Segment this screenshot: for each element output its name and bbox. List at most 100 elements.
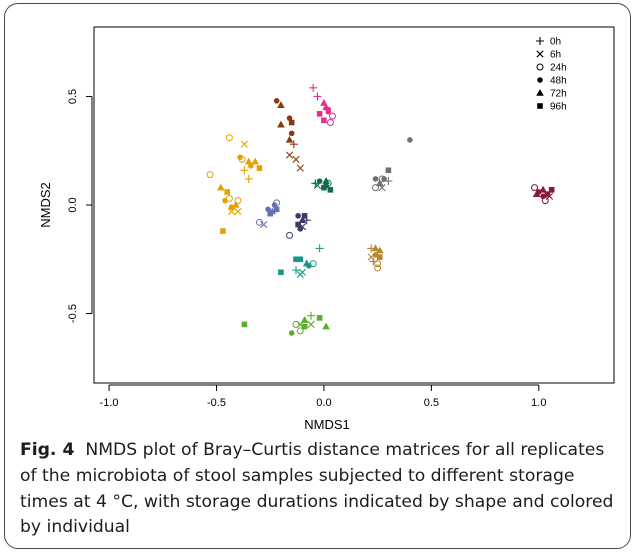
data-point [244, 157, 253, 165]
data-point [548, 187, 555, 193]
data-point [372, 252, 379, 258]
data-point [375, 246, 384, 254]
legend-label: 96h [550, 102, 567, 113]
data-point [313, 181, 322, 190]
data-point [240, 166, 249, 175]
data-point [372, 176, 379, 182]
y-tick-label: 0.0 [67, 197, 79, 212]
data-point [291, 266, 300, 275]
data-point [323, 182, 329, 189]
x-tick-label: 0.0 [316, 397, 331, 409]
data-point [321, 184, 327, 191]
data-point [241, 321, 248, 328]
data-point [237, 154, 243, 161]
data-point [251, 157, 259, 165]
data-point [307, 320, 315, 328]
data-point [285, 151, 294, 159]
x-axis: -1.0 -0.5 0.0 0.5 1.0 [100, 384, 546, 409]
x-axis-title: NMDS1 [304, 417, 350, 432]
data-point [381, 176, 387, 182]
data-point [322, 103, 330, 111]
y-axis-title: NMDS2 [38, 182, 53, 228]
data-point [296, 164, 304, 172]
data-point [378, 175, 386, 183]
data-point [309, 83, 318, 92]
legend-marker [537, 103, 543, 109]
plot-box [93, 26, 615, 384]
data-point [288, 119, 295, 126]
data-point [295, 221, 301, 228]
data-point [288, 330, 295, 336]
data-point [285, 135, 294, 143]
data-point [286, 231, 294, 239]
data-point [216, 183, 225, 191]
data-point [313, 92, 322, 101]
data-point [316, 178, 323, 184]
x-tick-label: -1.0 [100, 397, 119, 409]
data-point [240, 140, 249, 148]
data-point [265, 206, 271, 213]
legend-label: 0h [550, 37, 561, 48]
data-point [327, 187, 334, 193]
data-point [530, 184, 538, 192]
data-point [227, 207, 236, 216]
figure-caption-text: NMDS plot of Bray–Curtis distance matric… [20, 440, 614, 538]
data-point [273, 98, 280, 104]
data-point [376, 254, 383, 260]
data-points [206, 83, 555, 336]
y-tick-label: -0.5 [67, 304, 79, 323]
data-point [532, 190, 541, 197]
data-point [292, 320, 300, 328]
figure-caption: Fig. 4 NMDS plot of Bray–Curtis distance… [20, 438, 625, 541]
data-point [375, 179, 384, 187]
data-point [273, 206, 280, 213]
data-point [301, 323, 308, 330]
legend-label: 24h [550, 63, 567, 74]
data-point [267, 210, 273, 217]
data-point [228, 204, 235, 210]
y-axis: -0.5 0.0 0.5 [67, 89, 93, 323]
figure-label: Fig. 4 [20, 440, 75, 460]
data-point [234, 207, 242, 216]
data-point [206, 171, 214, 179]
legend-label: 6h [550, 50, 561, 61]
x-tick-label: 1.0 [531, 397, 546, 409]
data-point [232, 201, 240, 208]
legend-label: 72h [550, 89, 567, 100]
data-point [321, 117, 327, 124]
data-point [289, 140, 298, 149]
data-point [277, 120, 285, 128]
data-point [225, 194, 233, 202]
data-point [374, 260, 382, 268]
data-point [325, 108, 332, 115]
data-point [384, 177, 393, 186]
data-point [315, 244, 324, 253]
figure-frame: -1.0 -0.5 0.0 0.5 1.0 -0.5 0.0 0.5 0h 6h 24h 48h 7… [4, 3, 631, 549]
data-point [297, 256, 304, 263]
x-tick-label: 0.5 [424, 397, 439, 409]
data-point [371, 244, 380, 252]
data-point [256, 165, 263, 171]
data-point [278, 269, 284, 276]
data-point [220, 228, 226, 234]
data-point [326, 119, 334, 127]
data-point [545, 192, 554, 200]
data-point [255, 218, 263, 226]
data-point [286, 115, 293, 121]
data-point [407, 137, 413, 143]
data-point [322, 177, 330, 184]
data-point [329, 112, 337, 120]
legend-marker [536, 50, 544, 58]
data-point [292, 155, 300, 164]
legend-label: 48h [550, 76, 567, 87]
nmds-scatter-plot: -1.0 -0.5 0.0 0.5 1.0 -0.5 0.0 0.5 0h 6h 24h 48h 7… [38, 26, 615, 432]
data-point [277, 101, 285, 108]
data-point [371, 184, 379, 192]
data-point [273, 199, 281, 207]
data-point [385, 167, 392, 174]
legend-marker [536, 37, 544, 45]
data-point [316, 111, 323, 117]
data-point [306, 262, 312, 269]
data-point [300, 316, 309, 323]
legend-marker [537, 77, 543, 83]
